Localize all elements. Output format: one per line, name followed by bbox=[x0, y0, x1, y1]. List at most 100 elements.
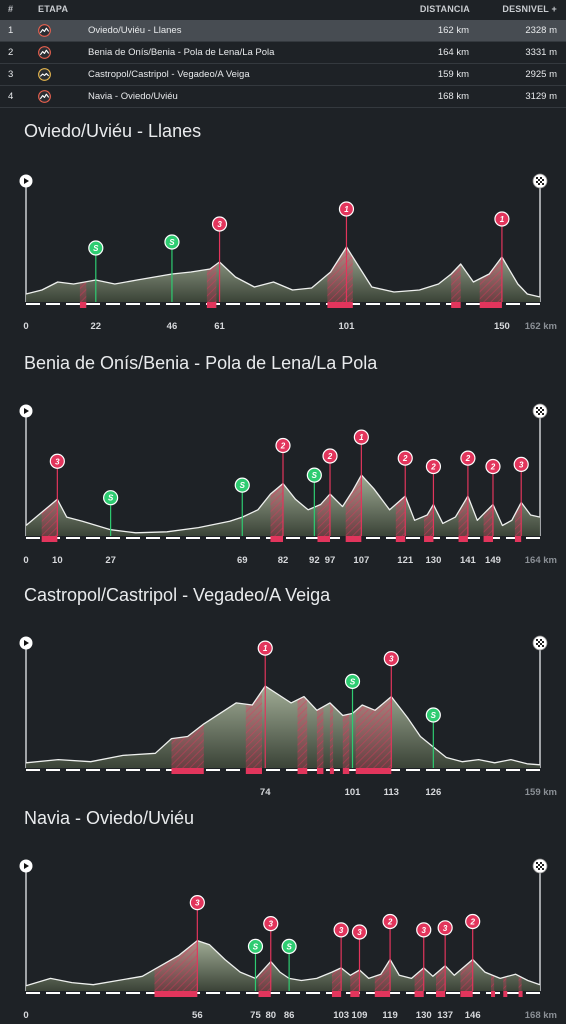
play-icon[interactable] bbox=[19, 859, 33, 873]
marker-label: S bbox=[431, 711, 437, 720]
stage-table: # ETAPA DISTANCIA DESNIVEL + 1 Oviedo/Uvi… bbox=[0, 0, 566, 108]
climb-marker[interactable]: 2 bbox=[382, 913, 398, 992]
climb-marker[interactable]: 1 bbox=[338, 201, 355, 302]
climb-category-icon bbox=[397, 450, 413, 466]
climb-category-icon bbox=[460, 450, 476, 466]
finish-flag-icon bbox=[532, 858, 548, 874]
climb-hatch bbox=[458, 496, 468, 536]
climb-bar bbox=[331, 991, 342, 997]
marker-label: S bbox=[169, 238, 175, 247]
marker-label: S bbox=[93, 244, 99, 253]
climb-hatch bbox=[350, 970, 360, 991]
sprint-marker[interactable]: S bbox=[306, 467, 322, 536]
stage-number: 4 bbox=[8, 91, 14, 102]
sprint-icon bbox=[103, 490, 119, 506]
play-icon[interactable] bbox=[19, 404, 33, 418]
climb-marker[interactable]: 2 bbox=[460, 450, 476, 536]
climb-hatch bbox=[154, 940, 198, 991]
climb-marker[interactable]: 2 bbox=[275, 437, 291, 537]
marker-label: S bbox=[350, 677, 356, 686]
stage-name: Benia de Onís/Benia - Pola de Lena/La Po… bbox=[88, 47, 275, 58]
climb-marker[interactable]: 3 bbox=[263, 915, 279, 991]
stage-row[interactable]: 2 Benia de Onís/Benia - Pola de Lena/La P… bbox=[0, 42, 566, 64]
km-tick-label: 86 bbox=[284, 1010, 295, 1021]
climb-bar bbox=[206, 302, 217, 308]
climb-hatch bbox=[206, 264, 217, 302]
km-tick-label: 97 bbox=[325, 555, 336, 566]
climb-category-icon bbox=[189, 894, 205, 911]
stage-row[interactable]: 4 Navia - Oviedo/Uviéu 168 km 3129 m bbox=[0, 86, 566, 108]
profile-outline bbox=[25, 939, 541, 987]
marker-label: 3 bbox=[195, 899, 200, 908]
marker-label: S bbox=[253, 942, 259, 951]
profile-title: Castropol/Castripol - Vegadeo/A Veiga bbox=[24, 585, 331, 605]
header-number: # bbox=[8, 4, 14, 14]
header-distance: DISTANCIA bbox=[419, 4, 470, 14]
stage-name: Navia - Oviedo/Uviéu bbox=[88, 91, 178, 102]
climb-marker[interactable]: 1 bbox=[257, 640, 273, 768]
climb-bar bbox=[483, 536, 493, 542]
climb-hatch bbox=[316, 706, 324, 768]
climb-bar bbox=[350, 991, 360, 997]
marker-label: 2 bbox=[387, 918, 393, 927]
marker-label: S bbox=[286, 942, 292, 951]
climb-marker[interactable]: 1 bbox=[494, 211, 510, 302]
profile-outline bbox=[25, 474, 541, 534]
sprint-marker[interactable]: S bbox=[164, 234, 180, 302]
stage-number: 2 bbox=[8, 47, 14, 58]
finish-flag-icon bbox=[532, 403, 548, 419]
sprint-marker[interactable]: S bbox=[88, 240, 104, 302]
sprint-marker[interactable]: S bbox=[425, 707, 441, 768]
stage-distance: 168 km bbox=[437, 91, 469, 102]
climb-bar bbox=[414, 991, 424, 997]
climb-hatch bbox=[514, 502, 522, 536]
climb-bar bbox=[460, 991, 473, 997]
sprint-marker[interactable]: S bbox=[281, 938, 297, 991]
marker-label: 3 bbox=[422, 926, 427, 935]
km-tick-label: 137 bbox=[437, 1010, 453, 1021]
km-tick-label: 146 bbox=[465, 1010, 481, 1021]
climb-marker[interactable]: 2 bbox=[485, 458, 501, 537]
climb-bar bbox=[41, 536, 58, 542]
sprint-marker[interactable]: S bbox=[103, 490, 119, 536]
climb-marker[interactable]: 2 bbox=[397, 450, 413, 536]
climb-marker[interactable]: 3 bbox=[189, 894, 205, 991]
climb-bar bbox=[503, 991, 508, 997]
play-icon[interactable] bbox=[19, 636, 33, 650]
climb-bar bbox=[342, 768, 350, 774]
climb-marker[interactable]: 3 bbox=[416, 922, 432, 991]
sprint-marker[interactable]: S bbox=[247, 938, 264, 991]
stage-distance: 159 km bbox=[437, 69, 469, 80]
climb-marker[interactable]: 2 bbox=[322, 448, 338, 536]
sprint-marker[interactable]: S bbox=[344, 673, 361, 768]
climb-marker[interactable]: 3 bbox=[513, 456, 529, 536]
climb-marker[interactable]: 1 bbox=[353, 429, 369, 536]
climb-hatch bbox=[355, 696, 392, 768]
finish-flag-icon bbox=[532, 635, 548, 651]
climb-hatch bbox=[345, 475, 362, 536]
climb-marker[interactable]: 3 bbox=[351, 924, 368, 991]
header-stage: ETAPA bbox=[38, 4, 69, 14]
marker-label: S bbox=[312, 471, 318, 480]
climb-marker[interactable]: 3 bbox=[333, 922, 349, 991]
stage-name: Oviedo/Uviéu - Llanes bbox=[88, 25, 182, 36]
climb-bar bbox=[435, 991, 446, 997]
climb-marker[interactable]: 3 bbox=[49, 453, 65, 536]
climb-marker[interactable]: 3 bbox=[211, 216, 228, 302]
climb-category-icon bbox=[494, 211, 510, 227]
climb-marker[interactable]: 2 bbox=[465, 913, 481, 992]
stage-row[interactable]: 1 Oviedo/Uviéu - Llanes 162 km 2328 m bbox=[0, 20, 566, 42]
sprint-marker[interactable]: S bbox=[234, 477, 250, 536]
climb-category-icon bbox=[351, 924, 368, 940]
marker-label: 3 bbox=[217, 220, 222, 229]
climb-hatch bbox=[327, 247, 353, 302]
play-icon[interactable] bbox=[19, 174, 33, 188]
stage-row[interactable]: 3 Castropol/Castripol - Vegadeo/A Veiga 15… bbox=[0, 64, 566, 86]
climb-category-icon bbox=[322, 448, 338, 464]
climb-hatch bbox=[297, 696, 308, 768]
marker-label: 2 bbox=[469, 918, 475, 927]
climb-marker[interactable]: 3 bbox=[383, 651, 399, 768]
climb-hatch bbox=[451, 264, 461, 302]
climb-marker[interactable]: 2 bbox=[425, 458, 442, 537]
climb-marker[interactable]: 3 bbox=[437, 920, 453, 991]
